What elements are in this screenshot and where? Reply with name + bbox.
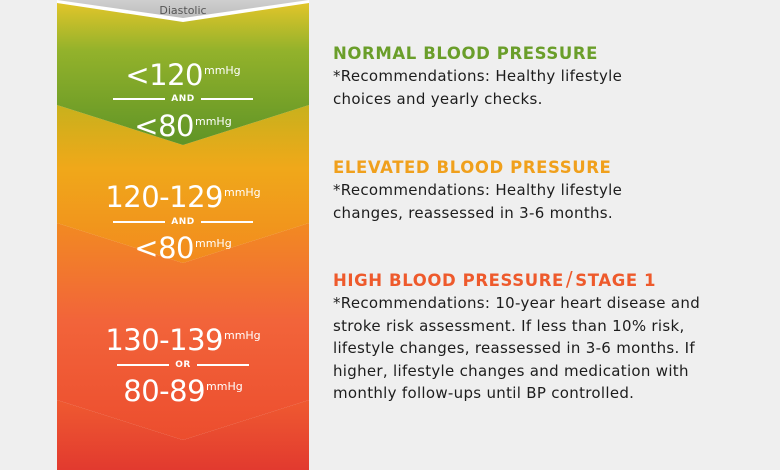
tier1-diastolic: <80mmHg	[134, 109, 232, 143]
tier1-connector: AND	[57, 94, 309, 104]
category-elevated: ELEVATED BLOOD PRESSURE *Recommendations…	[333, 157, 773, 224]
chevron-elevated	[57, 105, 309, 263]
category-normal: NORMAL BLOOD PRESSURE *Recommendations: …	[333, 43, 773, 110]
chevron-normal	[57, 0, 309, 145]
diastolic-header-label: Diastolic	[159, 4, 207, 17]
tier3-systolic: 130-139mmHg	[105, 323, 261, 357]
tier2-systolic: 120-129mmHg	[105, 180, 261, 214]
tier1-systolic: <120mmHg	[125, 58, 241, 92]
category-recommendation: *Recommendations: 10-year heart disease …	[333, 294, 701, 402]
chevron-stage2	[57, 400, 309, 470]
category-title: HIGH BLOOD PRESSURE / STAGE 1	[333, 267, 657, 291]
category-recommendation: *Recommendations: Healthy lifestyle choi…	[333, 67, 623, 108]
tier2-diastolic: <80mmHg	[134, 231, 232, 265]
category-title: NORMAL BLOOD PRESSURE	[333, 44, 599, 63]
tier3-diastolic: 80-89mmHg	[123, 374, 243, 408]
category-stage1: HIGH BLOOD PRESSURE / STAGE 1 *Recommendat…	[333, 268, 773, 405]
chevron-header-shape	[57, 0, 309, 18]
tier2-connector: AND	[57, 217, 309, 227]
category-recommendation: *Recommendations: Healthy lifestyle chan…	[333, 181, 623, 222]
chevron-stage1	[57, 223, 309, 440]
tier3-connector: OR	[57, 360, 309, 370]
category-title: ELEVATED BLOOD PRESSURE	[333, 158, 612, 177]
